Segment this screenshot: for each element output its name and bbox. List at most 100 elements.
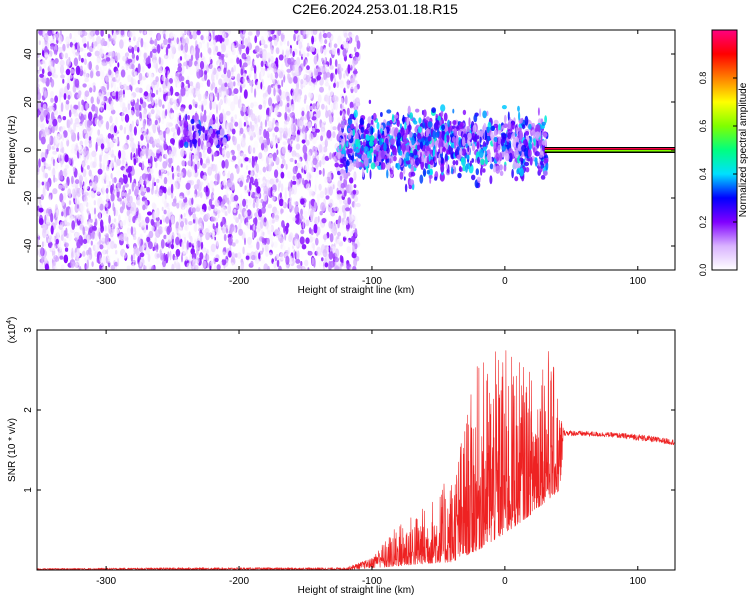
heatmap-cell bbox=[311, 127, 316, 133]
heatmap-cell bbox=[164, 152, 168, 158]
heatmap-cell bbox=[100, 30, 104, 37]
heatmap-cell bbox=[155, 259, 161, 265]
heatmap-cell bbox=[275, 83, 278, 91]
heatmap-cell bbox=[267, 31, 270, 37]
heatmap-cell bbox=[296, 264, 302, 269]
heatmap-cell bbox=[336, 117, 341, 123]
heatmap-cell bbox=[275, 156, 280, 166]
heatmap-cell bbox=[121, 94, 127, 101]
heatmap-cell bbox=[248, 191, 251, 197]
heatmap-cell bbox=[41, 68, 45, 75]
heatmap-cell bbox=[211, 82, 216, 89]
heatmap-cell bbox=[314, 184, 317, 193]
heatmap-cell bbox=[334, 162, 340, 168]
heatmap-cell bbox=[94, 155, 97, 166]
heatmap-cell bbox=[145, 150, 149, 159]
heatmap-cell bbox=[47, 71, 52, 77]
heatmap-cell bbox=[222, 37, 225, 42]
heatmap-cell bbox=[212, 31, 215, 41]
heatmap-cell bbox=[254, 35, 258, 44]
heatmap-cell bbox=[115, 204, 119, 212]
heatmap-cell bbox=[368, 99, 372, 104]
heatmap-cell bbox=[99, 52, 104, 57]
heatmap-cell bbox=[255, 45, 260, 53]
heatmap-cell bbox=[39, 264, 44, 270]
heatmap-cell bbox=[440, 104, 446, 112]
heatmap-cell bbox=[250, 224, 252, 231]
heatmap-cell bbox=[263, 193, 268, 202]
heatmap-cell bbox=[222, 179, 226, 186]
heatmap-cell bbox=[65, 227, 68, 236]
heatmap-cell bbox=[73, 189, 76, 199]
heatmap-cell bbox=[195, 40, 198, 47]
heatmap-cell bbox=[181, 160, 186, 167]
heatmap-cell bbox=[186, 240, 189, 250]
heatmap-cell bbox=[141, 76, 147, 81]
heatmap-cell bbox=[122, 55, 127, 62]
heatmap-cell bbox=[128, 39, 133, 50]
heatmap-cell bbox=[102, 230, 107, 236]
heatmap-cell bbox=[185, 149, 190, 159]
heatmap-cell bbox=[69, 68, 75, 74]
heatmap-cell bbox=[266, 62, 270, 67]
heatmap-cell bbox=[44, 126, 49, 133]
heatmap-cell bbox=[318, 170, 322, 175]
heatmap-cell bbox=[124, 236, 127, 242]
heatmap-cell bbox=[130, 254, 133, 262]
heatmap-cell bbox=[164, 192, 167, 200]
heatmap-cell bbox=[273, 241, 278, 249]
heatmap-cell bbox=[67, 188, 72, 197]
heatmap-cell bbox=[281, 91, 287, 101]
heatmap-cell bbox=[219, 112, 224, 123]
heatmap-cell bbox=[166, 226, 171, 236]
heatmap-cell bbox=[115, 30, 120, 35]
heatmap-cell bbox=[149, 40, 155, 45]
heatmap-cell bbox=[130, 76, 134, 87]
heatmap-cell bbox=[146, 192, 151, 200]
heatmap-cell bbox=[270, 73, 273, 81]
heatmap-cell bbox=[222, 171, 228, 180]
heatmap-cell bbox=[289, 105, 294, 111]
heatmap-cell bbox=[62, 78, 65, 84]
heatmap-cell bbox=[114, 228, 120, 234]
heatmap-cell bbox=[236, 155, 240, 160]
heatmap-cell bbox=[316, 45, 320, 55]
heatmap-cell bbox=[82, 168, 87, 178]
heatmap-cell bbox=[135, 55, 139, 61]
heatmap-cell bbox=[221, 160, 226, 169]
heatmap-cell bbox=[115, 70, 120, 81]
heatmap-cell bbox=[304, 259, 309, 267]
heatmap-cell bbox=[131, 56, 136, 64]
heatmap-cell bbox=[145, 246, 151, 255]
heatmap-cell bbox=[332, 184, 335, 190]
heatmap-cell bbox=[130, 140, 135, 149]
heatmap-cell bbox=[196, 249, 199, 256]
heatmap-cell bbox=[403, 176, 406, 181]
heatmap-cell bbox=[69, 229, 75, 233]
heatmap-cell bbox=[179, 195, 183, 200]
heatmap-cell bbox=[114, 190, 117, 197]
heatmap-cell bbox=[344, 74, 347, 83]
heatmap-cell bbox=[284, 187, 288, 192]
heatmap-cell bbox=[42, 103, 47, 111]
heatmap-cell bbox=[158, 189, 163, 197]
heatmap-cell bbox=[168, 207, 171, 217]
heatmap-cell bbox=[266, 137, 271, 146]
heatmap-cell bbox=[78, 130, 84, 139]
heatmap-cell bbox=[236, 165, 240, 175]
heatmap-cell bbox=[311, 35, 315, 45]
heatmap-cell bbox=[52, 167, 56, 177]
heatmap-cell bbox=[216, 209, 221, 214]
heatmap-cell bbox=[338, 80, 344, 85]
heatmap-cell bbox=[244, 157, 249, 162]
heatmap-cell bbox=[222, 194, 228, 204]
heatmap-cell bbox=[45, 218, 50, 225]
heatmap-cell bbox=[202, 125, 205, 133]
heatmap-cell bbox=[138, 104, 142, 111]
heatmap-cell bbox=[200, 115, 204, 124]
heatmap-cell bbox=[315, 145, 318, 152]
heatmap-cell bbox=[178, 114, 182, 122]
heatmap-cell bbox=[131, 210, 137, 216]
heatmap-cell bbox=[137, 126, 142, 135]
heatmap-cell bbox=[221, 32, 227, 39]
